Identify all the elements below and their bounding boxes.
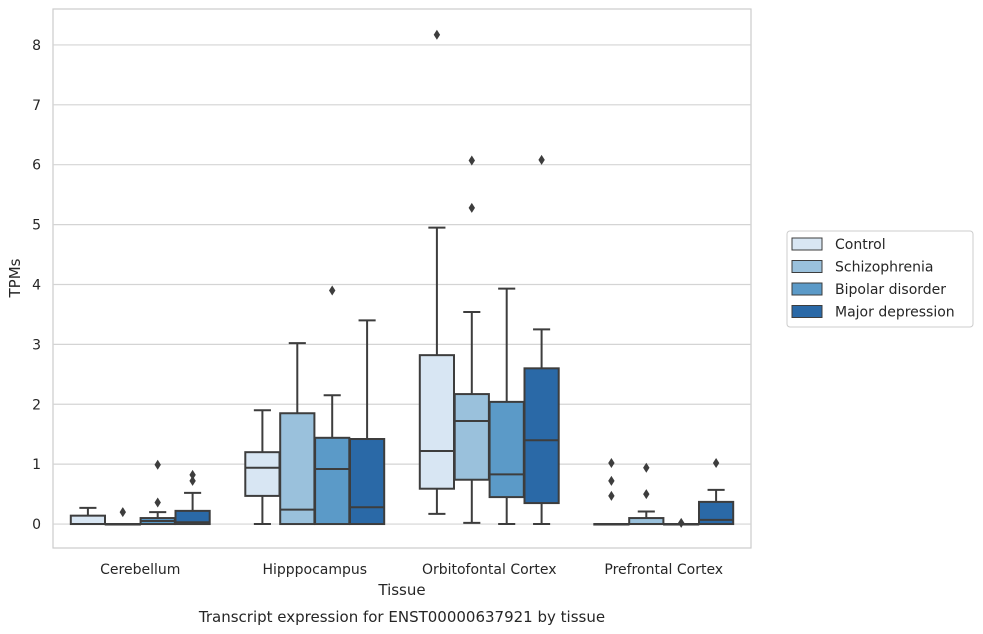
box-body (279, 412, 316, 526)
x-axis-title: Tissue (377, 581, 425, 599)
y-tick-label: 6 (32, 158, 41, 174)
outlier-point (154, 497, 161, 508)
chart-caption: Transcript expression for ENST0000063792… (198, 608, 605, 626)
outlier-point (608, 475, 615, 486)
box (453, 155, 490, 524)
outlier-point (189, 475, 196, 486)
box (523, 154, 560, 526)
x-tick-label: Orbitofontal Cortex (422, 562, 557, 578)
box-body (453, 393, 490, 481)
outlier-point (154, 459, 161, 470)
outlier-point (643, 489, 650, 500)
box-body (244, 451, 281, 497)
legend-label: Schizophrenia (835, 260, 933, 276)
legend-swatch (791, 260, 823, 273)
y-axis-ticks: 0 1 2 3 4 5 6 7 8 (32, 38, 41, 533)
outlier-point (608, 457, 615, 468)
boxes (69, 29, 735, 528)
box (69, 506, 107, 526)
x-tick-label: Hipppocampus (262, 562, 367, 578)
box (418, 29, 456, 515)
box-body (697, 500, 735, 526)
outlier-point (643, 462, 650, 473)
outlier-point (468, 155, 475, 166)
box (628, 462, 665, 526)
y-tick-label: 5 (32, 218, 41, 234)
box (279, 342, 316, 526)
x-tick-label: Prefrontal Cortex (604, 562, 723, 578)
legend-swatch (791, 237, 823, 251)
y-tick-label: 8 (32, 38, 41, 54)
legend-frame (786, 230, 974, 328)
box-body (418, 354, 456, 490)
legend: Control Schizophrenia Bipolar disorder Majo… (786, 230, 974, 328)
y-tick-label: 7 (32, 98, 41, 114)
y-tick-label: 2 (32, 397, 41, 413)
outlier-point (119, 507, 126, 518)
x-axis-ticks: Cerebellum Hipppocampus Orbitofontal Corte… (100, 562, 723, 578)
box (697, 457, 735, 526)
outlier-point (433, 29, 441, 40)
outlier-point (608, 490, 615, 501)
legend-swatch (791, 282, 823, 296)
box (314, 285, 351, 526)
y-axis-title: TPMs (6, 258, 24, 298)
box-body (69, 514, 107, 526)
box (348, 319, 386, 526)
box-body (523, 367, 560, 505)
box-body (174, 509, 211, 526)
box (174, 469, 211, 526)
y-tick-label: 1 (32, 457, 41, 473)
outlier-point (712, 457, 720, 468)
box (488, 287, 525, 526)
box (104, 507, 141, 526)
legend-label: Bipolar disorder (835, 282, 946, 298)
y-tick-label: 0 (32, 517, 41, 533)
y-tick-label: 4 (32, 277, 41, 293)
x-tick-label: Cerebellum (100, 562, 180, 578)
outlier-point (678, 517, 685, 528)
box-body (348, 438, 386, 526)
box-body (314, 436, 351, 526)
box (244, 409, 281, 526)
legend-label: Major depression (835, 305, 955, 321)
plot-area (52, 8, 752, 549)
legend-swatch (791, 305, 823, 318)
box (663, 517, 700, 528)
legend-label: Control (835, 237, 886, 253)
y-tick-label: 3 (32, 337, 41, 353)
outlier-point (468, 202, 475, 213)
outlier-point (329, 285, 336, 296)
outlier-point (538, 154, 545, 165)
box-body (488, 400, 525, 499)
outlier-point (189, 469, 196, 480)
